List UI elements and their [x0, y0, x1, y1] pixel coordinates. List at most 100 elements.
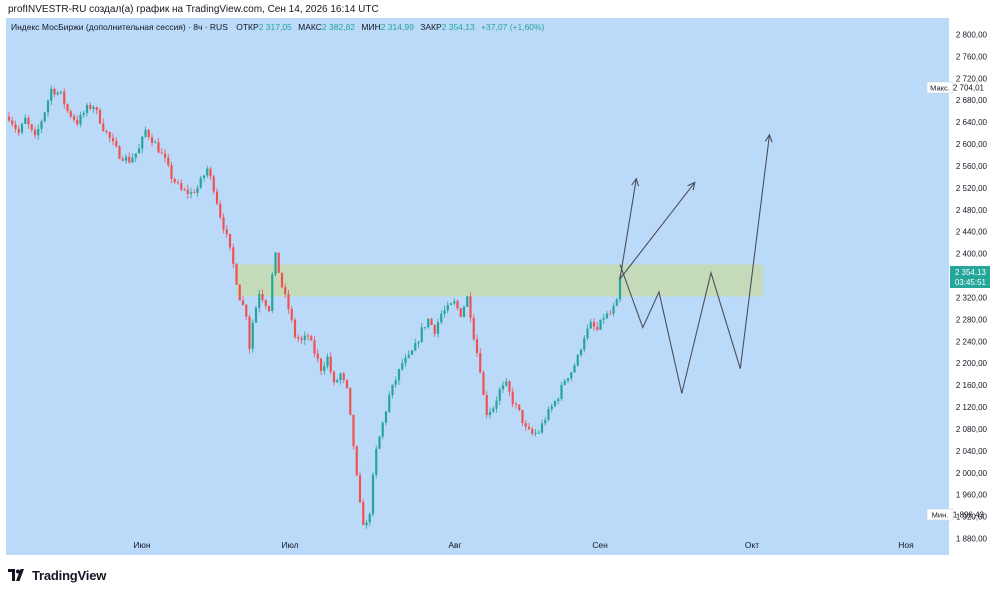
legend-high-value: 2 382,82 — [322, 22, 355, 32]
price-axis[interactable]: 2 800,00 2 760,00 2 720,00 2 680,00 2 640,00… — [956, 30, 988, 543]
candle-body — [199, 178, 202, 188]
candle-body — [144, 129, 147, 137]
candle-body — [17, 128, 20, 133]
candle-body — [605, 313, 609, 319]
candle-body — [137, 148, 141, 154]
candle-body — [251, 322, 254, 349]
candle-body — [215, 191, 219, 204]
candle-body — [24, 117, 27, 124]
candle — [482, 370, 485, 396]
candle-body — [121, 158, 124, 161]
candle — [105, 130, 108, 135]
candle — [407, 350, 410, 359]
candle-body — [508, 381, 511, 392]
candle-body — [427, 318, 430, 328]
candle — [479, 348, 482, 374]
candle — [332, 370, 336, 386]
candle — [46, 99, 50, 118]
y-tick-label: 2 280,00 — [956, 315, 988, 324]
x-tick-label: Окт — [745, 540, 759, 550]
candle — [235, 263, 238, 285]
candle — [134, 153, 137, 163]
candle — [427, 318, 430, 329]
resistance-zone[interactable] — [236, 264, 764, 297]
candle-body — [557, 399, 560, 402]
candle-body — [111, 137, 115, 142]
projection-line[interactable] — [619, 134, 771, 394]
candle-body — [495, 400, 498, 409]
candle — [420, 322, 423, 344]
candle — [108, 131, 111, 143]
projection-line[interactable] — [619, 178, 637, 279]
candle — [20, 122, 24, 135]
candle-body — [202, 175, 206, 179]
candle — [488, 407, 492, 420]
candle-body — [37, 128, 40, 136]
y-tick-label: 2 160,00 — [956, 381, 988, 390]
projection-arrowhead — [687, 181, 696, 191]
candle-body — [349, 387, 352, 415]
max-badge: Макс. 2 704,01 — [926, 81, 985, 94]
candle-body — [469, 296, 472, 318]
candle-body — [492, 408, 495, 412]
candle-body — [462, 306, 466, 317]
projection-line[interactable] — [619, 182, 696, 280]
candle — [449, 302, 453, 306]
candle-body — [401, 363, 404, 370]
candle — [521, 409, 524, 426]
candle — [508, 379, 511, 396]
candle — [365, 519, 368, 529]
chart-plot[interactable]: Индекс МосБиржи (дополнительная сессия) … — [6, 18, 995, 555]
candle — [430, 317, 433, 326]
candle-body — [134, 153, 137, 158]
candle-body — [518, 404, 521, 411]
candle-body — [589, 322, 592, 329]
legend-close-label: ЗАКР — [420, 22, 442, 32]
candle-body — [235, 263, 238, 285]
candle — [118, 145, 121, 160]
candle — [492, 406, 495, 414]
time-axis[interactable]: Июн Июл Авг Сен Окт Ноя — [133, 540, 914, 550]
candle-body — [102, 123, 105, 131]
candle — [358, 471, 362, 504]
candle — [618, 274, 622, 303]
candle — [456, 299, 459, 311]
candle — [287, 289, 290, 314]
candle-body — [163, 153, 167, 158]
candle — [157, 137, 160, 154]
candle — [290, 305, 293, 323]
candle-body — [498, 389, 501, 401]
tradingview-logo[interactable]: TradingView — [8, 566, 106, 584]
x-tick-label: Июн — [133, 540, 150, 550]
candle — [277, 252, 280, 273]
candle — [345, 379, 349, 390]
candle — [612, 302, 615, 317]
candle — [170, 161, 173, 184]
candle — [329, 352, 332, 375]
candle-body — [540, 423, 544, 433]
legend: Индекс МосБиржи (дополнительная сессия) … — [11, 22, 545, 32]
candle — [563, 378, 566, 386]
y-tick-label: 2 480,00 — [956, 206, 988, 215]
candle-body — [566, 378, 570, 381]
candle — [154, 139, 157, 144]
candle — [371, 472, 375, 517]
last-price-value: 2 354,13 — [955, 268, 987, 277]
candle-body — [66, 104, 69, 112]
candle — [485, 391, 488, 419]
candle — [82, 110, 85, 119]
candle-body — [534, 432, 537, 434]
candle-body — [193, 192, 196, 194]
candle — [573, 363, 576, 373]
candle — [225, 224, 228, 238]
candle — [495, 396, 498, 413]
candle — [547, 406, 550, 422]
candle — [24, 114, 27, 125]
candle-body — [466, 296, 469, 307]
candle-body — [609, 313, 612, 315]
candle — [362, 499, 365, 526]
y-tick-label: 2 560,00 — [956, 162, 988, 171]
candle — [76, 115, 79, 127]
candle — [596, 321, 599, 332]
candle — [466, 295, 469, 308]
